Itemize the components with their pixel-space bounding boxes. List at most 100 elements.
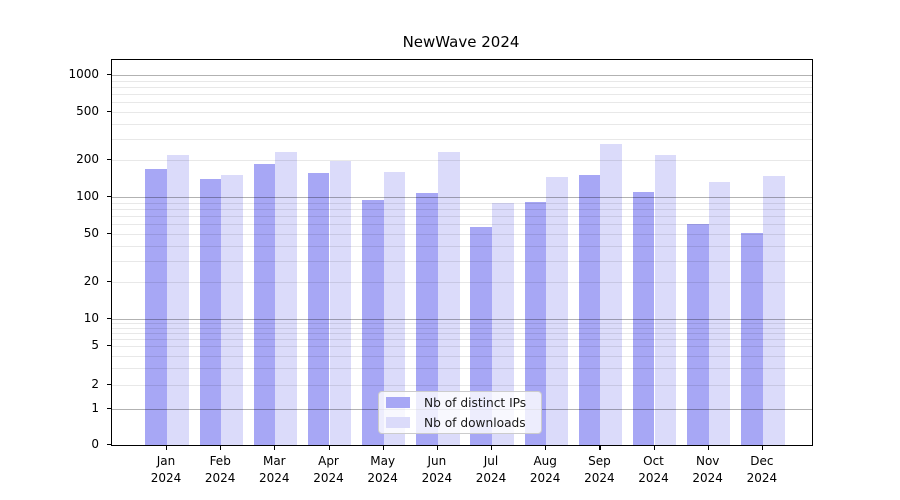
x-tick-label-jun: Jun 2024: [402, 453, 472, 486]
gridline-600: [112, 102, 812, 104]
x-tick-year: 2024: [367, 470, 398, 485]
x-tick-year: 2024: [692, 470, 723, 485]
bar-distinct-ips-oct: [632, 192, 655, 445]
x-tick-month: Aug: [533, 454, 557, 468]
gridline-500: [112, 111, 812, 113]
gridline-100: [112, 197, 812, 198]
bar-distinct-ips-nov: [687, 224, 709, 445]
x-tick-month: Mar: [262, 454, 286, 468]
y-tick-mark-20: [107, 281, 111, 283]
gridline-4: [112, 355, 812, 357]
y-tick-label-2: 2: [91, 377, 99, 391]
gridline-8: [112, 327, 812, 329]
gridline-900: [112, 80, 812, 82]
x-tick-month: Feb: [209, 454, 231, 468]
x-tick-label-sep: Sep 2024: [564, 453, 634, 486]
x-tick-year: 2024: [204, 470, 236, 485]
gridline-30: [112, 260, 812, 262]
y-tick-label-100: 100: [76, 189, 99, 203]
x-tick-mark-mar: [274, 446, 276, 450]
bar-distinct-ips-feb: [199, 179, 222, 445]
legend-swatch-downloads: [386, 417, 410, 428]
x-tick-label-mar: Mar 2024: [239, 453, 309, 486]
gridline-2: [112, 385, 812, 386]
gridline-7: [112, 332, 812, 334]
x-tick-label-may: May 2024: [348, 453, 418, 486]
bar-downloads-jun: [437, 151, 460, 445]
x-tick-label-nov: Nov 2024: [673, 453, 743, 486]
y-tick-mark-1: [107, 408, 111, 410]
x-tick-month: Apr: [318, 454, 339, 468]
x-tick-mark-jan: [166, 446, 168, 450]
bar-downloads-dec: [762, 175, 785, 445]
y-tick-label-1000: 1000: [68, 67, 99, 81]
x-tick-label-aug: Aug 2024: [510, 453, 580, 486]
x-tick-mark-nov: [707, 446, 709, 450]
legend-swatch-distinct-ips: [386, 397, 410, 408]
x-tick-label-jul: Jul 2024: [456, 453, 526, 486]
bar-downloads-feb: [221, 174, 243, 445]
x-tick-label-jan: Jan 2024: [131, 453, 201, 486]
y-tick-mark-10: [107, 318, 111, 320]
y-tick-mark-2: [107, 384, 111, 386]
y-tick-label-50: 50: [83, 225, 99, 240]
bar-downloads-jan: [167, 155, 189, 445]
plot-area: Nb of distinct IPs Nb of downloads: [111, 59, 813, 446]
x-tick-mark-jun: [436, 446, 439, 450]
x-tick-year: 2024: [746, 470, 778, 485]
chart-title: NewWave 2024: [402, 33, 520, 51]
x-tick-label-oct: Oct 2024: [619, 453, 689, 486]
x-tick-year: 2024: [529, 470, 561, 485]
x-tick-mark-aug: [545, 446, 547, 450]
y-tick-mark-100: [107, 196, 111, 198]
gridline-400: [112, 123, 812, 125]
y-tick-mark-200: [107, 159, 111, 161]
bar-distinct-ips-jan: [145, 168, 167, 445]
gridline-60: [112, 224, 812, 226]
gridline-40: [112, 245, 812, 247]
gridline-90: [112, 202, 812, 204]
x-tick-year: 2024: [313, 470, 344, 485]
gridline-3: [112, 367, 812, 369]
bar-distinct-ips-may: [362, 199, 384, 445]
bar-distinct-ips-apr: [307, 172, 330, 445]
gridline-1000: [112, 75, 812, 76]
bar-downloads-sep: [600, 143, 623, 445]
bar-distinct-ips-aug: [524, 202, 547, 445]
x-tick-mark-dec: [761, 446, 764, 450]
y-tick-label-0: 0: [91, 437, 99, 451]
bar-downloads-nov: [708, 181, 731, 445]
gridline-5: [112, 346, 812, 347]
y-tick-mark-1000: [107, 74, 111, 76]
legend-label-downloads: Nb of downloads: [424, 415, 526, 430]
x-tick-month: Jul: [483, 454, 499, 468]
bar-downloads-mar: [275, 151, 297, 445]
legend: Nb of distinct IPs Nb of downloads: [378, 391, 542, 434]
bar-downloads-jul: [492, 202, 514, 445]
x-tick-month: Dec: [750, 454, 774, 468]
x-tick-label-dec: Dec 2024: [727, 453, 797, 486]
gridline-800: [112, 86, 812, 88]
y-tick-mark-500: [107, 110, 111, 112]
y-tick-mark-0: [107, 444, 111, 446]
x-tick-mark-feb: [220, 446, 222, 450]
bar-distinct-ips-jun: [416, 193, 438, 445]
x-tick-year: 2024: [584, 470, 615, 485]
gridline-20: [112, 282, 812, 284]
x-axis: Jan 2024 Feb 2024 Mar 2024 Apr 2024 May 2024 Jun 20…: [111, 445, 811, 495]
bar-distinct-ips-mar: [253, 164, 276, 445]
y-tick-label-10: 10: [83, 311, 99, 325]
legend-item-downloads: Nb of downloads: [386, 414, 541, 431]
y-tick-label-20: 20: [83, 274, 99, 289]
bar-downloads-aug: [546, 176, 568, 445]
bar-distinct-ips-sep: [578, 174, 601, 445]
x-tick-year: 2024: [421, 470, 453, 485]
x-tick-year: 2024: [475, 470, 507, 485]
bar-distinct-ips-jul: [470, 226, 492, 445]
x-tick-month: Sep: [588, 454, 611, 468]
gridline-200: [112, 160, 812, 162]
x-tick-year: 2024: [259, 470, 290, 485]
legend-item-distinct-ips: Nb of distinct IPs: [386, 394, 541, 411]
gridline-10: [112, 319, 812, 320]
